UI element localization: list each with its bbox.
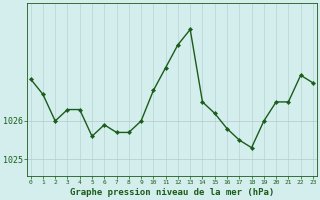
X-axis label: Graphe pression niveau de la mer (hPa): Graphe pression niveau de la mer (hPa) — [70, 188, 274, 197]
